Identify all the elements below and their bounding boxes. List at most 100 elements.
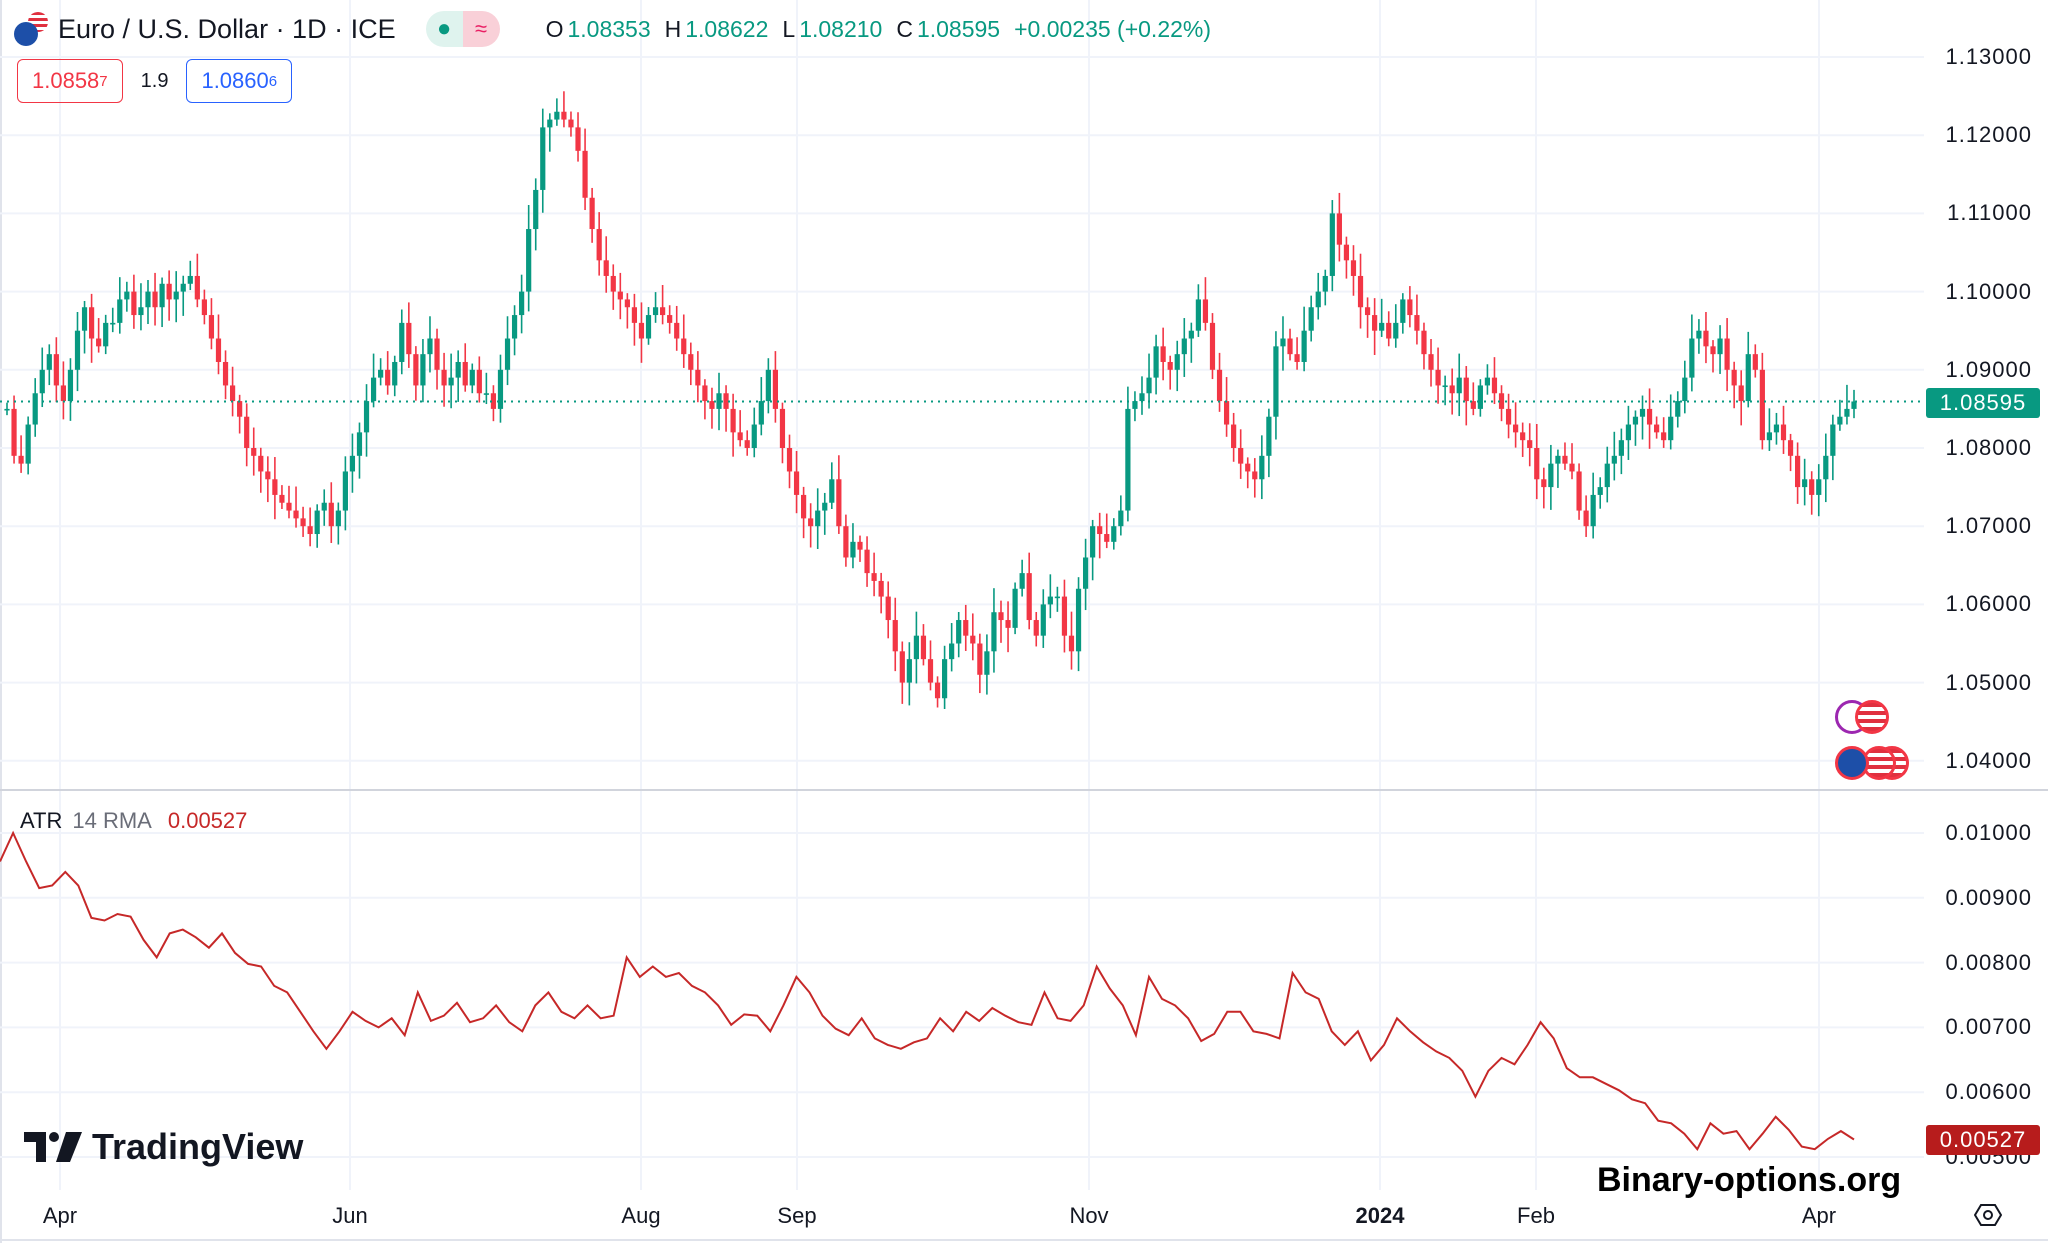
candle: [1590, 472, 1596, 539]
candle-body: [4, 408, 10, 411]
candle-body: [765, 369, 771, 402]
candle-body: [378, 369, 384, 378]
candle-body: [222, 361, 229, 386]
candle: [1646, 388, 1653, 449]
candle: [779, 402, 786, 464]
candle: [180, 275, 186, 316]
candle-body: [1520, 432, 1526, 441]
candle-body: [638, 322, 645, 339]
candle-body: [1407, 299, 1413, 316]
candle-body: [1259, 455, 1265, 480]
candle-body: [420, 354, 426, 386]
candle: [765, 358, 771, 414]
candle: [970, 613, 976, 661]
settings-icon[interactable]: [1974, 1201, 2002, 1229]
eu-flag-icon[interactable]: [1835, 746, 1869, 780]
candle-body: [1773, 424, 1780, 433]
candle: [1245, 457, 1251, 489]
candle: [772, 351, 779, 423]
candle: [681, 314, 687, 368]
candle-body: [1273, 346, 1279, 417]
candle: [67, 358, 74, 421]
candle: [1322, 269, 1328, 306]
buy-button[interactable]: 1.0860 6: [186, 59, 293, 103]
time-axis-label: Apr: [1801, 1203, 1837, 1228]
candle: [1802, 458, 1808, 506]
candle-body: [208, 315, 215, 339]
candle: [159, 277, 165, 328]
candle: [46, 344, 52, 386]
candle-body: [441, 369, 447, 386]
candle: [25, 416, 31, 475]
candle-body: [173, 291, 179, 300]
candle-body: [998, 612, 1004, 621]
candle: [1005, 601, 1011, 653]
candle-body: [568, 119, 574, 128]
tradingview-logo-icon: [24, 1132, 82, 1162]
candle: [716, 372, 722, 431]
candle: [815, 488, 821, 549]
candle: [1597, 477, 1603, 509]
atr-params: 14 RMA: [72, 808, 152, 833]
candle: [934, 676, 941, 708]
candle-body: [67, 369, 74, 402]
candle: [1731, 361, 1737, 409]
candle: [906, 642, 912, 706]
candle-body: [1675, 401, 1681, 417]
candle-body: [1216, 369, 1223, 402]
us-flag-icon[interactable]: [1855, 700, 1889, 734]
candle-body: [237, 401, 243, 417]
candle-body: [392, 361, 398, 386]
candle: [617, 272, 623, 320]
candle-body: [385, 369, 391, 386]
candle: [356, 422, 363, 479]
candle: [208, 298, 215, 350]
market-status-pill[interactable]: ● ≈: [425, 11, 500, 47]
candle-body: [1780, 424, 1787, 441]
candle-body: [81, 307, 88, 331]
candle-body: [913, 635, 920, 660]
candle: [1682, 360, 1688, 414]
atr-axis-label: 0.00600: [1945, 1079, 2032, 1105]
candle-body: [328, 502, 334, 527]
candle: [1195, 284, 1201, 337]
atr-value-badge: 0.00527: [1926, 1125, 2040, 1155]
candle: [1435, 347, 1441, 404]
candle: [1442, 375, 1448, 406]
candle: [1097, 512, 1103, 559]
candle: [857, 535, 863, 562]
candle-body: [1837, 416, 1843, 425]
candle-body: [596, 229, 602, 261]
candle-body: [956, 620, 962, 644]
candle: [152, 272, 158, 326]
candle-body: [1661, 432, 1667, 441]
candle: [737, 410, 743, 447]
candle-body: [857, 541, 863, 550]
candle: [1174, 340, 1180, 392]
candle-body: [991, 612, 997, 652]
candle: [81, 300, 88, 354]
candle: [751, 407, 757, 458]
time-axis-label: Feb: [1517, 1203, 1555, 1228]
candle: [1090, 519, 1096, 581]
watermark-text: Binary-options.org: [1597, 1161, 1902, 1199]
candle: [956, 612, 962, 658]
atr-legend[interactable]: ATR 14 RMA 0.00527: [20, 808, 247, 834]
candle-body: [906, 659, 912, 683]
atr-axis-label: 0.00800: [1945, 949, 2032, 975]
candle: [349, 433, 356, 493]
candle-body: [1498, 393, 1505, 409]
candle: [1160, 327, 1166, 381]
symbol-title[interactable]: Euro / U.S. Dollar · 1D · ICE: [58, 13, 396, 44]
candle: [1456, 353, 1462, 417]
sell-button[interactable]: 1.0858 7: [17, 59, 123, 103]
tradingview-logo[interactable]: TradingView: [24, 1126, 303, 1168]
candle-body: [695, 369, 701, 386]
candle: [1308, 295, 1314, 342]
candle: [645, 307, 652, 345]
candle-body: [1181, 338, 1187, 355]
candle: [74, 312, 81, 392]
candle: [808, 503, 814, 548]
candle-body: [166, 283, 172, 300]
